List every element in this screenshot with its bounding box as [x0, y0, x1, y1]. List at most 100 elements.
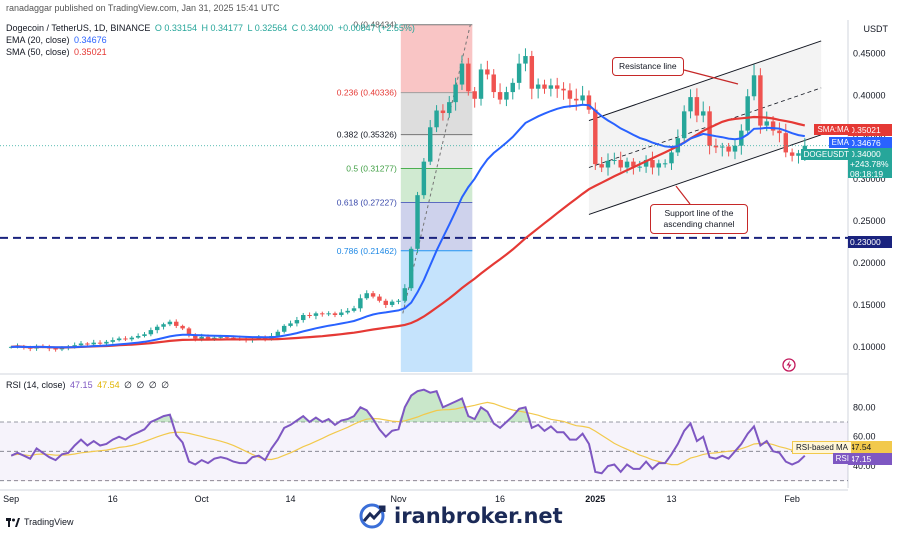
- candle-body: [320, 313, 325, 315]
- fib-zone: [400, 134, 473, 169]
- time-tick-label: Sep: [3, 494, 19, 504]
- candle-body: [332, 313, 338, 316]
- last-change-value: +243.78%: [850, 159, 889, 169]
- candle-body: [199, 336, 204, 339]
- candle-body: [770, 121, 776, 131]
- ema20-line: [11, 103, 805, 349]
- candle-body: [326, 313, 331, 315]
- candle-body: [713, 145, 719, 148]
- candle-body: [167, 321, 173, 325]
- last-price-value: 0.34000: [850, 149, 881, 159]
- candle-body: [504, 92, 509, 100]
- rsi-tag-label: RSI: [832, 453, 852, 464]
- level-tag: 0.23000: [848, 236, 892, 248]
- ema-legend-value: 0.34676: [74, 35, 107, 45]
- candle-body: [701, 111, 706, 116]
- candle-body: [218, 336, 223, 338]
- ema-tag-label: EMA: [828, 137, 852, 148]
- ohlc-change: +0.00847 (+2.55%): [337, 23, 415, 33]
- channel-support-line: [588, 134, 822, 215]
- sma-legend: SMA (50, close) 0.35021: [6, 47, 109, 57]
- rsi-tick-label: 40.00: [853, 461, 876, 471]
- resistance-annotation: Resistance line: [612, 57, 684, 76]
- channel-mid-line: [588, 87, 822, 168]
- candle-body: [288, 323, 293, 326]
- tradingview-brand: TradingView: [24, 517, 74, 527]
- fib-level-label: 0.5 (0.31277): [346, 164, 397, 174]
- symbol-line: Dogecoin / TetherUS, 1D, BINANCE O 0.331…: [6, 23, 417, 33]
- tradingview-logo-icon: [6, 517, 20, 527]
- candle-body: [523, 56, 528, 64]
- candle-body: [123, 338, 128, 340]
- candle-body: [796, 153, 801, 156]
- rsi-tag: 47.15: [848, 453, 892, 465]
- candle-body: [586, 95, 592, 110]
- candle-body: [364, 293, 369, 299]
- candle-body: [358, 298, 363, 309]
- candle-body: [593, 109, 598, 165]
- watermark-text: iranbroker.net: [394, 504, 563, 528]
- candle-body: [104, 341, 109, 344]
- candle-body: [275, 331, 281, 336]
- candle-body: [447, 102, 452, 114]
- channel-resistance-line: [588, 40, 822, 122]
- candle-body: [758, 75, 763, 126]
- candle-body: [688, 97, 693, 112]
- candle-body: [8, 346, 14, 348]
- candle-body: [205, 336, 211, 339]
- candle-body: [624, 161, 630, 168]
- candle-body: [301, 315, 306, 321]
- rsi-ma-legend-value: 47.54: [97, 380, 120, 390]
- candle-body: [561, 88, 566, 91]
- candle-body: [193, 335, 198, 339]
- tradingview-footer[interactable]: TradingView: [6, 517, 74, 527]
- time-tick-label: 16: [495, 494, 505, 504]
- sma-legend-value: 0.35021: [74, 47, 107, 57]
- candle-body: [91, 342, 96, 345]
- sma-tag-label: SMA:MA: [814, 124, 852, 135]
- candle-body: [751, 75, 757, 97]
- candle-body: [472, 91, 477, 99]
- candle-body: [78, 343, 84, 346]
- candle-body: [231, 337, 236, 339]
- ohlc-close: C 0.34000: [291, 23, 334, 33]
- candle-body: [129, 337, 135, 340]
- bolt-icon[interactable]: [782, 358, 796, 372]
- candle-body: [142, 334, 147, 336]
- candle-body: [681, 111, 687, 139]
- candle-body: [510, 82, 515, 93]
- candle-body: [745, 96, 750, 131]
- watermark: iranbroker.net: [358, 503, 563, 529]
- candle-body: [415, 195, 420, 249]
- candle-body: [148, 330, 154, 335]
- candle-body: [97, 342, 103, 344]
- candle-body: [459, 63, 465, 85]
- candle-body: [580, 95, 585, 101]
- candle-body: [294, 320, 300, 324]
- rsi-legend-empty-3: ∅: [148, 380, 157, 390]
- candle-body: [351, 308, 357, 311]
- candle-body: [485, 69, 490, 75]
- candle-body: [497, 92, 503, 100]
- candle-body: [224, 336, 230, 338]
- rsi-tick-label: 80.00: [853, 402, 876, 412]
- time-tick-label: 14: [286, 494, 296, 504]
- candle-body: [389, 301, 395, 305]
- sma50-line: [11, 115, 806, 349]
- candle-body: [307, 315, 312, 317]
- price-tick-label: 0.30000: [853, 174, 886, 184]
- candle-body: [212, 337, 217, 339]
- rsi-legend-empty-2: ∅: [136, 380, 145, 390]
- rsi-legend-value: 47.15: [70, 380, 93, 390]
- fib-level-label: 0.786 (0.21462): [337, 246, 397, 256]
- candle-body: [605, 160, 611, 168]
- support-annotation: Support line of the ascending channel: [650, 204, 748, 234]
- rsi-line: [10, 388, 806, 475]
- symbol-tag-label: DOGEUSDT: [800, 149, 852, 160]
- ema-legend-label: EMA (20, close): [6, 35, 70, 45]
- candle-body: [453, 84, 458, 103]
- candle-body: [72, 345, 77, 347]
- candle-body: [612, 159, 617, 161]
- candle-body: [478, 69, 484, 99]
